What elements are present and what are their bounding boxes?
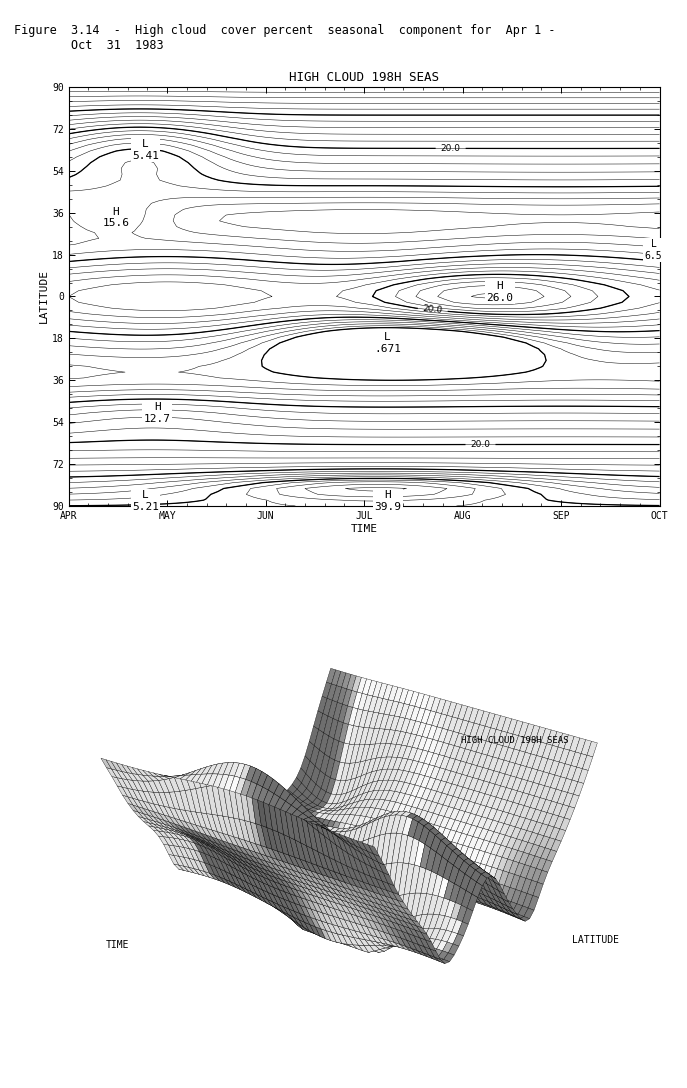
Text: 20.0: 20.0: [440, 144, 461, 153]
Y-axis label: LATITUDE: LATITUDE: [39, 270, 49, 323]
Text: L
.671: L .671: [374, 332, 401, 354]
Text: L
5.41: L 5.41: [132, 139, 159, 161]
Text: Figure  3.14  -  High cloud  cover percent  seasonal  component for  Apr 1 -
   : Figure 3.14 - High cloud cover percent s…: [14, 24, 555, 52]
Text: 20.0: 20.0: [423, 305, 443, 316]
Text: H
39.9: H 39.9: [374, 491, 401, 512]
Title: HIGH CLOUD 198H SEAS: HIGH CLOUD 198H SEAS: [289, 72, 439, 85]
Text: H
26.0: H 26.0: [486, 281, 513, 302]
Text: H
12.7: H 12.7: [144, 403, 171, 423]
Text: 20.0: 20.0: [471, 440, 491, 449]
Text: H
15.6: H 15.6: [102, 207, 129, 228]
X-axis label: TIME: TIME: [350, 523, 378, 533]
Text: L
6.5: L 6.5: [645, 239, 662, 261]
Text: L
5.21: L 5.21: [132, 491, 159, 512]
